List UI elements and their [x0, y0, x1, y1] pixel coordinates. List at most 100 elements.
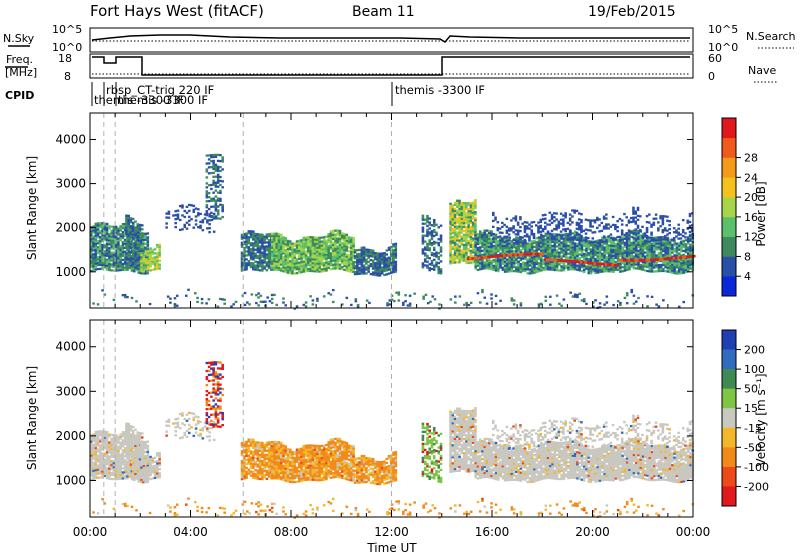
power-cell [501, 231, 504, 234]
power-cell [302, 252, 306, 255]
power-cell [167, 216, 171, 219]
power-cell [432, 252, 436, 255]
power-cell [575, 221, 579, 224]
power-cell [426, 246, 429, 249]
power-cell [596, 269, 600, 272]
power-cell [325, 249, 328, 252]
power-cell [462, 237, 466, 240]
power-cell [467, 259, 470, 263]
power-cell [555, 257, 559, 260]
power-cell [648, 244, 652, 247]
power-cell [471, 223, 475, 226]
power-cell [634, 210, 638, 213]
velocity-cell [90, 454, 93, 457]
power-cell [530, 248, 534, 251]
power-cell [451, 247, 455, 251]
power-cell [386, 302, 389, 305]
velocity-cell [90, 460, 93, 463]
power-cell [252, 248, 255, 251]
power-cell [616, 250, 620, 254]
power-cell [616, 258, 620, 262]
power-cell [267, 247, 271, 250]
power-cell [340, 268, 344, 271]
power-cell [126, 260, 129, 263]
power-cell [309, 249, 312, 253]
power-cell [481, 243, 484, 246]
velocity-cell [92, 447, 95, 450]
power-cell [558, 302, 561, 305]
power-cell [261, 237, 264, 240]
power-cell [279, 263, 283, 266]
power-cell [533, 265, 536, 268]
power-cell [570, 260, 574, 263]
power-cell [288, 242, 292, 245]
power-cell [123, 295, 127, 299]
power-cell [275, 234, 278, 237]
power-cell [682, 245, 686, 249]
power-cell [677, 244, 681, 247]
power-cell [437, 226, 441, 229]
power-cell [90, 242, 93, 245]
power-cell [138, 267, 142, 270]
power-cell [142, 260, 146, 263]
power-cell [334, 229, 337, 232]
power-cell [630, 257, 633, 260]
power-cell [682, 249, 686, 253]
power-cell [298, 271, 301, 274]
power-cell [585, 267, 588, 270]
power-cell [458, 241, 461, 244]
power-cell [142, 268, 146, 271]
power-cell [471, 227, 475, 230]
power-cell [487, 255, 490, 259]
power-cell [288, 254, 292, 257]
power-cell [648, 252, 652, 255]
power-cell [329, 240, 333, 243]
power-cell [258, 269, 262, 272]
power-cell [456, 243, 459, 246]
power-cell [327, 260, 330, 264]
power-cell [460, 239, 464, 242]
power-cell [559, 222, 563, 225]
power-cell [533, 263, 536, 266]
power-cell [551, 254, 554, 257]
power-cell [151, 252, 155, 256]
power-cell [205, 212, 209, 215]
power-cell [492, 232, 496, 236]
power-cell [298, 241, 301, 245]
power-cell [530, 262, 534, 265]
power-cell [428, 263, 431, 266]
power-cell [501, 258, 505, 261]
power-cell [302, 266, 306, 269]
power-cell [131, 265, 135, 268]
power-cell [181, 204, 184, 207]
power-cell [474, 203, 477, 206]
power-cell [176, 213, 180, 216]
power-cell [205, 204, 209, 207]
power-cell [476, 234, 480, 238]
power-cell [117, 231, 120, 234]
velocity-cell [90, 456, 93, 459]
power-cell [144, 260, 148, 263]
freq-left-tick-top: 18 [58, 52, 72, 65]
power-cell [327, 238, 330, 242]
power-cell [460, 219, 464, 222]
power-cell [103, 222, 107, 225]
power-cell [634, 247, 638, 250]
power-cell [345, 237, 349, 240]
power-cell [210, 171, 213, 175]
power-cell [589, 256, 593, 259]
power-cell [158, 267, 161, 270]
power-cell [465, 235, 468, 239]
power-cell [216, 179, 220, 182]
power-cell [279, 233, 283, 236]
power-cell [298, 239, 301, 243]
power-cell [277, 242, 281, 246]
power-cell [110, 241, 113, 244]
power-cell [521, 243, 525, 246]
power-cell [456, 231, 459, 234]
power-cell [682, 263, 686, 266]
power-cell [485, 235, 489, 238]
power-cell [578, 237, 581, 240]
power-cell [653, 262, 656, 265]
power-cell [449, 224, 452, 227]
